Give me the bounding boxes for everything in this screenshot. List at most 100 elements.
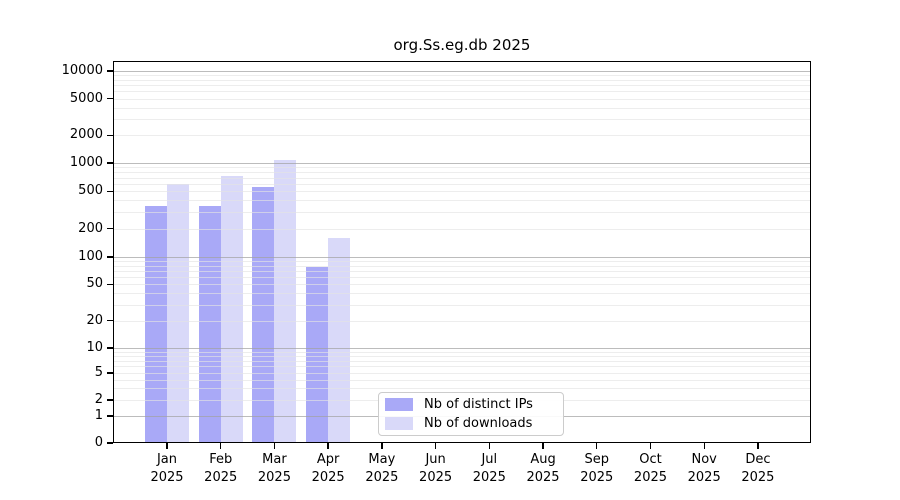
x-tick-label-sep: Sep 2025 [565, 451, 629, 487]
minor-gridline [113, 135, 811, 137]
y-tick-label: 50 [86, 276, 103, 292]
major-gridline [113, 71, 811, 72]
x-tick-label-mar: Mar 2025 [242, 451, 306, 487]
y-tick-label: 100 [78, 249, 103, 264]
y-tick-label: 5 [94, 365, 103, 380]
minor-gridline [113, 360, 811, 362]
x-tick-year: 2025 [580, 470, 614, 485]
minor-gridline [113, 293, 811, 295]
x-axis-tick [327, 443, 329, 449]
x-tick-month: Sep [584, 452, 609, 467]
bar-distinct-ips-apr [306, 266, 329, 443]
chart-title: org.Ss.eg.db 2025 [393, 36, 531, 54]
minor-gridline [113, 212, 811, 214]
x-axis-tick [220, 443, 222, 449]
y-tick-label: 2 [94, 392, 103, 407]
bar-distinct-ips-feb [198, 206, 221, 443]
x-axis-tick [488, 443, 490, 449]
x-tick-year: 2025 [633, 470, 668, 485]
minor-gridline [113, 85, 811, 87]
x-tick-month: Feb [209, 452, 233, 467]
minor-gridline [113, 228, 811, 230]
bar-downloads-jan [167, 183, 189, 443]
bar-downloads-feb [220, 175, 243, 443]
minor-gridline [113, 200, 811, 202]
y-tick-label: 10 [86, 340, 103, 355]
legend-item-distinct-ips: Nb of distinct IPs [385, 397, 555, 412]
minor-gridline [113, 107, 811, 109]
minor-gridline [113, 167, 811, 169]
x-axis-tick [649, 443, 652, 449]
minor-gridline [113, 284, 811, 286]
x-tick-month: Jul [481, 452, 498, 467]
minor-gridline [113, 191, 811, 193]
minor-gridline [113, 172, 811, 174]
x-tick-year: 2025 [150, 470, 184, 485]
y-tick-label: 10000 [61, 63, 103, 78]
x-axis-tick [542, 443, 544, 449]
x-tick-month: Mar [262, 452, 287, 467]
minor-gridline [113, 277, 811, 279]
x-axis-tick [166, 443, 168, 449]
x-tick-month: Jan [156, 452, 178, 467]
minor-gridline [113, 351, 811, 353]
legend-swatch-downloads [385, 417, 413, 430]
x-tick-year: 2025 [204, 470, 238, 485]
x-tick-month: Apr [316, 452, 340, 467]
plot-area [113, 61, 811, 443]
legend-label-downloads: Nb of downloads [424, 416, 533, 431]
x-tick-label-may: May 2025 [350, 451, 414, 487]
major-gridline [113, 257, 811, 258]
x-tick-year: 2025 [419, 470, 453, 485]
x-tick-month: Dec [745, 452, 771, 467]
x-tick-month: Aug [530, 452, 556, 467]
x-tick-label-apr: Apr 2025 [296, 451, 360, 487]
grid-layer [113, 61, 811, 443]
y-tick-label: 5000 [69, 90, 103, 106]
x-axis-tick [434, 443, 437, 449]
x-tick-label-oct: Oct 2025 [618, 451, 682, 487]
minor-gridline [113, 98, 811, 100]
x-tick-label-dec: Dec 2025 [726, 451, 790, 487]
y-tick-label: 500 [78, 183, 103, 199]
legend: Nb of distinct IPs Nb of downloads [378, 392, 564, 436]
y-tick-label: 1000 [69, 155, 103, 170]
x-tick-year: 2025 [257, 470, 291, 485]
legend-label-distinct-ips: Nb of distinct IPs [424, 397, 533, 412]
minor-gridline [113, 79, 811, 81]
major-gridline [113, 348, 811, 349]
minor-gridline [113, 388, 811, 390]
x-tick-year: 2025 [687, 470, 721, 485]
x-tick-label-jun: Jun 2025 [404, 451, 468, 487]
minor-gridline [113, 271, 811, 273]
x-tick-month: Jun [425, 452, 446, 467]
y-tick-label: 0 [94, 435, 103, 450]
bar-downloads-apr [328, 237, 351, 443]
x-axis-tick [596, 443, 598, 449]
x-tick-year: 2025 [741, 470, 775, 485]
x-tick-label-nov: Nov 2025 [672, 451, 736, 487]
minor-gridline [113, 366, 811, 368]
minor-gridline [113, 379, 811, 381]
y-tick-label: 20 [86, 312, 103, 328]
minor-gridline [113, 261, 811, 263]
legend-item-downloads: Nb of downloads [385, 416, 555, 431]
minor-gridline [113, 304, 811, 306]
bar-layer [113, 61, 811, 443]
x-axis-tick [757, 443, 759, 449]
x-axis-tick [273, 443, 276, 449]
x-tick-label-feb: Feb 2025 [189, 451, 253, 487]
x-axis-tick [703, 443, 705, 449]
x-axis-tick [381, 443, 383, 449]
x-tick-label-aug: Aug 2025 [511, 451, 575, 487]
minor-gridline [113, 373, 811, 374]
x-tick-month: Oct [639, 452, 662, 467]
x-tick-label-jul: Jul 2025 [457, 451, 521, 487]
x-tick-month: May [368, 452, 396, 467]
minor-gridline [113, 177, 811, 179]
minor-gridline [113, 265, 811, 267]
minor-gridline [113, 320, 811, 322]
y-tick-label: 200 [78, 220, 103, 236]
minor-gridline [113, 119, 811, 121]
